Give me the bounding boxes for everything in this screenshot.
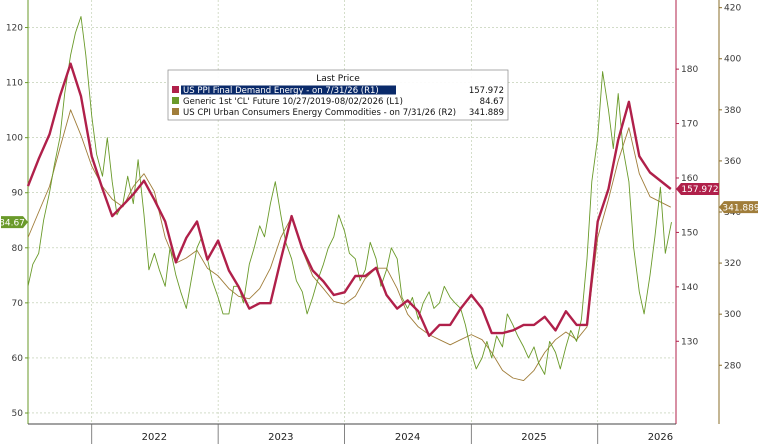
last-value-flag-label-0: 157.972 — [681, 185, 718, 195]
r1-tick-label-180: 180 — [681, 65, 698, 75]
legend-swatch-ppi — [172, 86, 179, 93]
legend-label-cpi: US CPI Urban Consumers Energy Commoditie… — [183, 108, 456, 118]
r1-tick-label-160: 160 — [681, 174, 698, 184]
last-value-flag-label-1: 84.67 — [0, 218, 25, 228]
legend-value-cpi: 341.889 — [469, 108, 504, 118]
r2-tick-label-320: 320 — [724, 259, 741, 269]
x-axis-ticks: 2022 2023 2024 2025 2026 — [91, 424, 673, 444]
l1-tick-label-70: 70 — [12, 299, 24, 309]
r2-tick-label-280: 280 — [724, 361, 741, 371]
left-axis-ticks: 50 60 70 80 90 100 110 120 — [6, 24, 28, 419]
last-value-flag-bg-1 — [1, 216, 28, 229]
legend-label-crude: Generic 1st 'CL' Future 10/27/2019-08/02… — [183, 97, 403, 107]
l1-tick-label-110: 110 — [6, 79, 23, 89]
x-tick-label-2022: 2022 — [142, 432, 167, 443]
series-line-2 — [27, 109, 672, 382]
l1-tick-label-90: 90 — [12, 189, 24, 199]
last-value-flag-bg-0 — [676, 183, 719, 196]
r2-tick-label-420: 420 — [724, 4, 741, 14]
legend-value-crude: 84.67 — [480, 97, 504, 107]
legend: Last Price US PPI Final Demand Energy - … — [167, 69, 509, 121]
x-tick-label-2024: 2024 — [395, 432, 420, 443]
r2-tick-label-300: 300 — [724, 310, 741, 320]
grid-lines — [28, 0, 676, 424]
l1-tick-label-100: 100 — [6, 134, 23, 144]
series-line-0 — [26, 62, 672, 337]
legend-value-ppi: 157.972 — [469, 86, 504, 96]
series-line-1 — [27, 16, 672, 375]
l1-tick-label-50: 50 — [12, 409, 24, 419]
right-axis-r1-ticks: 130 140 150 160 170 180 — [676, 65, 698, 347]
last-value-flag-bg-2 — [719, 201, 758, 214]
r1-tick-label-150: 150 — [681, 228, 698, 238]
last-value-flags: 157.972 341.889 84.67 — [0, 183, 760, 228]
legend-label-ppi: US PPI Final Demand Energy - on 7/31/26 … — [183, 86, 379, 96]
legend-swatch-cpi — [172, 108, 179, 115]
series-lines — [26, 16, 672, 382]
last-value-flag-label-2: 341.889 — [722, 203, 759, 213]
legend-swatch-crude — [172, 97, 179, 104]
l1-tick-label-80: 80 — [12, 244, 24, 254]
l1-tick-label-120: 120 — [6, 24, 23, 34]
x-tick-label-2025: 2025 — [521, 432, 546, 443]
r1-tick-label-140: 140 — [681, 283, 698, 293]
x-tick-label-2023: 2023 — [268, 432, 293, 443]
r2-tick-label-380: 380 — [724, 106, 741, 116]
x-tick-label-2026: 2026 — [648, 432, 673, 443]
legend-box — [167, 69, 509, 121]
r2-tick-label-400: 400 — [724, 55, 741, 65]
r1-tick-label-130: 130 — [681, 337, 698, 347]
l1-tick-label-60: 60 — [12, 354, 24, 364]
legend-title: Last Price — [316, 74, 360, 84]
legend-highlight-ppi — [181, 85, 396, 95]
r1-tick-label-170: 170 — [681, 120, 698, 130]
r2-tick-label-360: 360 — [724, 157, 741, 167]
